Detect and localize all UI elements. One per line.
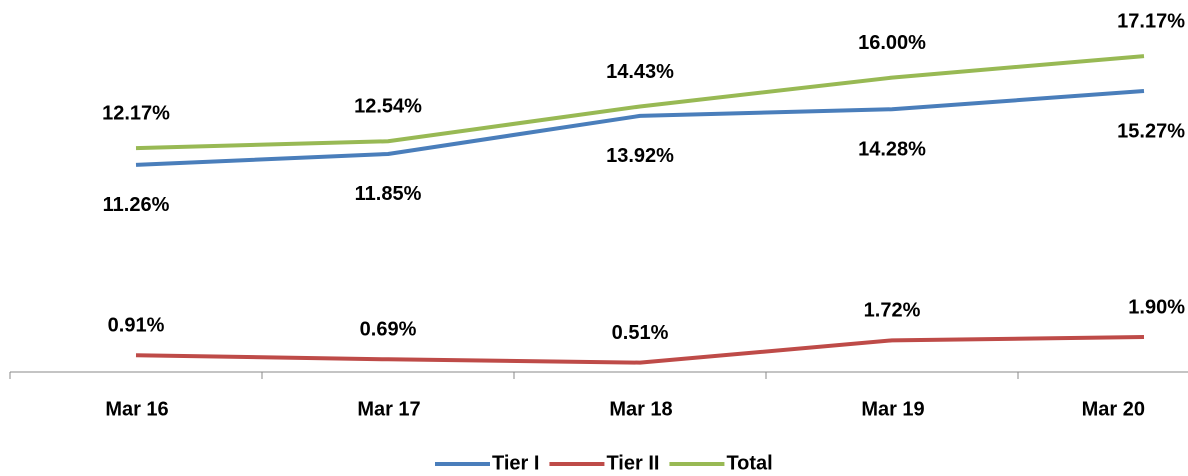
legend-label: Total [726,452,772,474]
legend-label: Tier I [492,452,539,474]
data-label: 14.43% [606,61,674,83]
data-label: 1.72% [864,300,921,322]
legend-label: Tier II [606,452,659,474]
x-tick-label: Mar 19 [861,398,924,420]
x-tick-label: Mar 16 [105,398,168,420]
data-label: 0.69% [360,319,417,341]
series-line [135,89,1145,167]
data-label: 0.91% [108,315,165,337]
data-label: 12.54% [354,96,422,118]
series-line [135,54,1145,151]
data-label: 16.00% [858,32,926,54]
data-label: 15.27% [1117,120,1185,142]
x-tick-label: Mar 18 [609,398,672,420]
data-label: 17.17% [1117,10,1185,32]
data-label: 14.28% [858,139,926,161]
data-label: 11.26% [103,194,170,216]
data-label: 11.85% [355,183,422,205]
data-label: 12.17% [102,102,170,124]
series-line [135,335,1145,365]
x-tick-label: Mar 20 [1082,398,1145,420]
data-label: 13.92% [606,145,674,167]
x-tick-label: Mar 17 [357,398,420,420]
data-label: 0.51% [612,322,669,344]
data-label: 1.90% [1128,296,1185,318]
